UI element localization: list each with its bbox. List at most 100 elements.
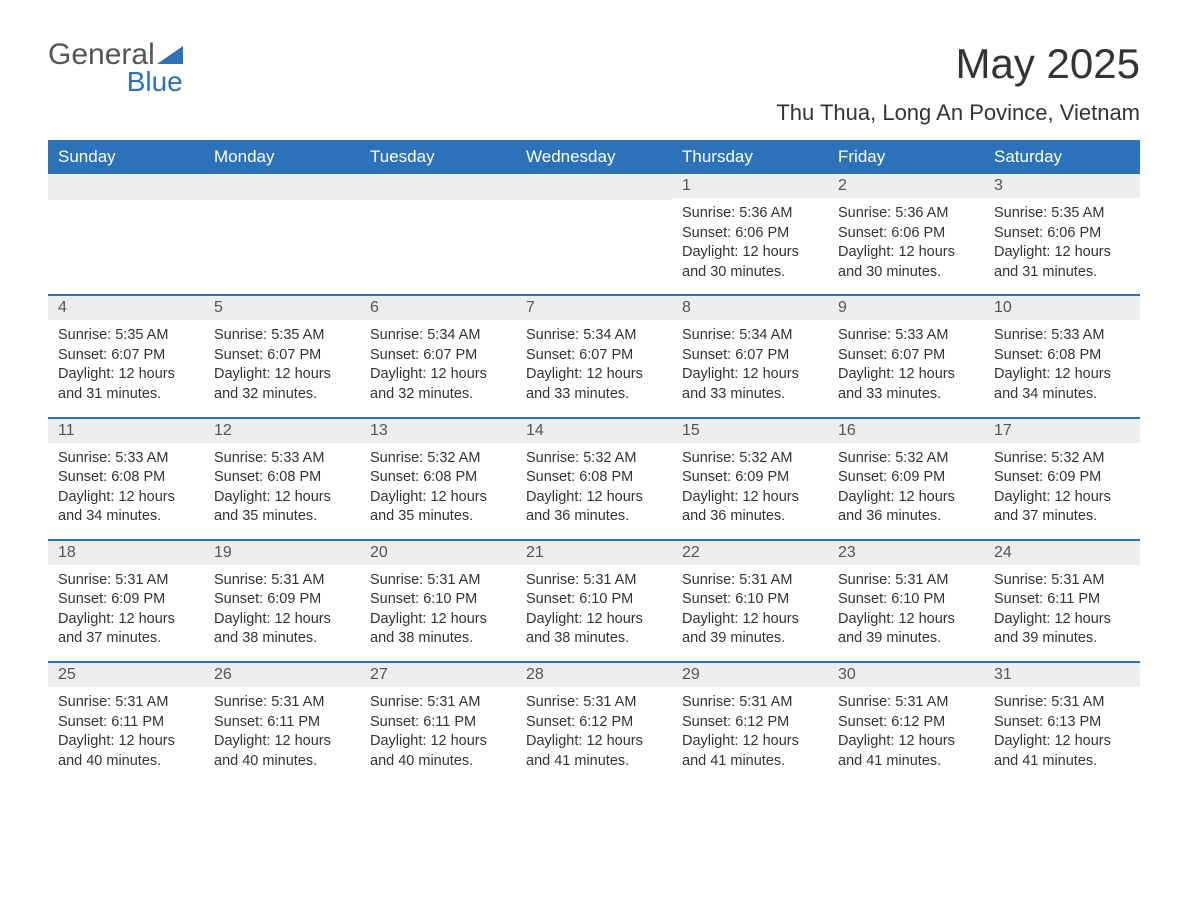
- day-number: 28: [516, 661, 672, 687]
- sunset-text: Sunset: 6:06 PM: [994, 224, 1130, 244]
- day-cell: 7Sunrise: 5:34 AMSunset: 6:07 PMDaylight…: [516, 294, 672, 416]
- sunset-text: Sunset: 6:07 PM: [526, 346, 662, 366]
- sunrise-text: Sunrise: 5:35 AM: [58, 326, 194, 346]
- day-cell: [360, 174, 516, 294]
- sunset-text: Sunset: 6:09 PM: [994, 468, 1130, 488]
- sunrise-text: Sunrise: 5:36 AM: [838, 204, 974, 224]
- sunset-text: Sunset: 6:09 PM: [58, 590, 194, 610]
- day-body: Sunrise: 5:33 AMSunset: 6:08 PMDaylight:…: [48, 443, 204, 527]
- day-body: Sunrise: 5:35 AMSunset: 6:07 PMDaylight:…: [204, 320, 360, 404]
- day-cell: 17Sunrise: 5:32 AMSunset: 6:09 PMDayligh…: [984, 417, 1140, 539]
- day-cell: 24Sunrise: 5:31 AMSunset: 6:11 PMDayligh…: [984, 539, 1140, 661]
- day-number: 26: [204, 661, 360, 687]
- day-cell: 13Sunrise: 5:32 AMSunset: 6:08 PMDayligh…: [360, 417, 516, 539]
- sunrise-text: Sunrise: 5:31 AM: [370, 693, 506, 713]
- sunset-text: Sunset: 6:11 PM: [214, 713, 350, 733]
- day-number: 30: [828, 661, 984, 687]
- day-cell: 10Sunrise: 5:33 AMSunset: 6:08 PMDayligh…: [984, 294, 1140, 416]
- daylight-text: Daylight: 12 hours and 37 minutes.: [58, 610, 194, 649]
- day-cell: 3Sunrise: 5:35 AMSunset: 6:06 PMDaylight…: [984, 174, 1140, 294]
- day-body: Sunrise: 5:31 AMSunset: 6:12 PMDaylight:…: [828, 687, 984, 771]
- day-number: 18: [48, 539, 204, 565]
- weekday-header: Saturday: [984, 140, 1140, 174]
- sunrise-text: Sunrise: 5:32 AM: [994, 449, 1130, 469]
- day-cell: 29Sunrise: 5:31 AMSunset: 6:12 PMDayligh…: [672, 661, 828, 783]
- week-row: 4Sunrise: 5:35 AMSunset: 6:07 PMDaylight…: [48, 294, 1140, 416]
- sunrise-text: Sunrise: 5:32 AM: [682, 449, 818, 469]
- daylight-text: Daylight: 12 hours and 36 minutes.: [526, 488, 662, 527]
- title-block: May 2025 Thu Thua, Long An Povince, Viet…: [776, 40, 1140, 126]
- sunset-text: Sunset: 6:06 PM: [838, 224, 974, 244]
- day-body: Sunrise: 5:35 AMSunset: 6:06 PMDaylight:…: [984, 198, 1140, 282]
- sunset-text: Sunset: 6:13 PM: [994, 713, 1130, 733]
- daylight-text: Daylight: 12 hours and 38 minutes.: [526, 610, 662, 649]
- day-cell: 15Sunrise: 5:32 AMSunset: 6:09 PMDayligh…: [672, 417, 828, 539]
- day-cell: 14Sunrise: 5:32 AMSunset: 6:08 PMDayligh…: [516, 417, 672, 539]
- sunrise-text: Sunrise: 5:34 AM: [526, 326, 662, 346]
- sunrise-text: Sunrise: 5:32 AM: [526, 449, 662, 469]
- sunset-text: Sunset: 6:08 PM: [370, 468, 506, 488]
- day-body: Sunrise: 5:31 AMSunset: 6:10 PMDaylight:…: [516, 565, 672, 649]
- day-number: 10: [984, 294, 1140, 320]
- day-cell: 31Sunrise: 5:31 AMSunset: 6:13 PMDayligh…: [984, 661, 1140, 783]
- day-number: 16: [828, 417, 984, 443]
- day-cell: 30Sunrise: 5:31 AMSunset: 6:12 PMDayligh…: [828, 661, 984, 783]
- weekday-header: Sunday: [48, 140, 204, 174]
- weekday-header: Wednesday: [516, 140, 672, 174]
- location-subtitle: Thu Thua, Long An Povince, Vietnam: [776, 100, 1140, 126]
- sunrise-text: Sunrise: 5:31 AM: [58, 693, 194, 713]
- day-body: Sunrise: 5:31 AMSunset: 6:10 PMDaylight:…: [828, 565, 984, 649]
- daylight-text: Daylight: 12 hours and 32 minutes.: [370, 365, 506, 404]
- day-number: 2: [828, 174, 984, 198]
- sunrise-text: Sunrise: 5:35 AM: [214, 326, 350, 346]
- brand-logo: General Blue: [48, 40, 183, 98]
- sunrise-text: Sunrise: 5:32 AM: [838, 449, 974, 469]
- sunset-text: Sunset: 6:09 PM: [214, 590, 350, 610]
- day-number: 29: [672, 661, 828, 687]
- day-cell: 12Sunrise: 5:33 AMSunset: 6:08 PMDayligh…: [204, 417, 360, 539]
- daylight-text: Daylight: 12 hours and 32 minutes.: [214, 365, 350, 404]
- sunset-text: Sunset: 6:11 PM: [58, 713, 194, 733]
- day-cell: 28Sunrise: 5:31 AMSunset: 6:12 PMDayligh…: [516, 661, 672, 783]
- sunrise-text: Sunrise: 5:31 AM: [994, 693, 1130, 713]
- day-number: 8: [672, 294, 828, 320]
- day-number: 5: [204, 294, 360, 320]
- daylight-text: Daylight: 12 hours and 30 minutes.: [682, 243, 818, 282]
- day-cell: 8Sunrise: 5:34 AMSunset: 6:07 PMDaylight…: [672, 294, 828, 416]
- day-body: Sunrise: 5:31 AMSunset: 6:11 PMDaylight:…: [48, 687, 204, 771]
- day-body: Sunrise: 5:32 AMSunset: 6:09 PMDaylight:…: [672, 443, 828, 527]
- day-number: 1: [672, 174, 828, 198]
- sunset-text: Sunset: 6:10 PM: [682, 590, 818, 610]
- daylight-text: Daylight: 12 hours and 40 minutes.: [58, 732, 194, 771]
- daylight-text: Daylight: 12 hours and 35 minutes.: [214, 488, 350, 527]
- day-body: Sunrise: 5:36 AMSunset: 6:06 PMDaylight:…: [828, 198, 984, 282]
- sunset-text: Sunset: 6:09 PM: [682, 468, 818, 488]
- day-body: Sunrise: 5:31 AMSunset: 6:11 PMDaylight:…: [984, 565, 1140, 649]
- day-body: Sunrise: 5:31 AMSunset: 6:11 PMDaylight:…: [204, 687, 360, 771]
- day-cell: 11Sunrise: 5:33 AMSunset: 6:08 PMDayligh…: [48, 417, 204, 539]
- day-body: Sunrise: 5:31 AMSunset: 6:11 PMDaylight:…: [360, 687, 516, 771]
- day-body: Sunrise: 5:34 AMSunset: 6:07 PMDaylight:…: [516, 320, 672, 404]
- sunset-text: Sunset: 6:08 PM: [214, 468, 350, 488]
- daylight-text: Daylight: 12 hours and 40 minutes.: [370, 732, 506, 771]
- sunrise-text: Sunrise: 5:33 AM: [994, 326, 1130, 346]
- weekday-header-row: Sunday Monday Tuesday Wednesday Thursday…: [48, 140, 1140, 174]
- daylight-text: Daylight: 12 hours and 36 minutes.: [682, 488, 818, 527]
- day-number: 15: [672, 417, 828, 443]
- sunrise-text: Sunrise: 5:33 AM: [838, 326, 974, 346]
- day-cell: [204, 174, 360, 294]
- day-body: Sunrise: 5:31 AMSunset: 6:09 PMDaylight:…: [48, 565, 204, 649]
- sunrise-text: Sunrise: 5:31 AM: [838, 693, 974, 713]
- day-number-empty: [48, 174, 204, 200]
- sunrise-text: Sunrise: 5:36 AM: [682, 204, 818, 224]
- sunset-text: Sunset: 6:07 PM: [682, 346, 818, 366]
- sunrise-text: Sunrise: 5:31 AM: [214, 693, 350, 713]
- sunset-text: Sunset: 6:07 PM: [838, 346, 974, 366]
- day-cell: 27Sunrise: 5:31 AMSunset: 6:11 PMDayligh…: [360, 661, 516, 783]
- day-body: Sunrise: 5:34 AMSunset: 6:07 PMDaylight:…: [672, 320, 828, 404]
- day-number-empty: [204, 174, 360, 200]
- sunset-text: Sunset: 6:08 PM: [58, 468, 194, 488]
- week-row: 18Sunrise: 5:31 AMSunset: 6:09 PMDayligh…: [48, 539, 1140, 661]
- day-cell: 16Sunrise: 5:32 AMSunset: 6:09 PMDayligh…: [828, 417, 984, 539]
- day-body: Sunrise: 5:31 AMSunset: 6:12 PMDaylight:…: [516, 687, 672, 771]
